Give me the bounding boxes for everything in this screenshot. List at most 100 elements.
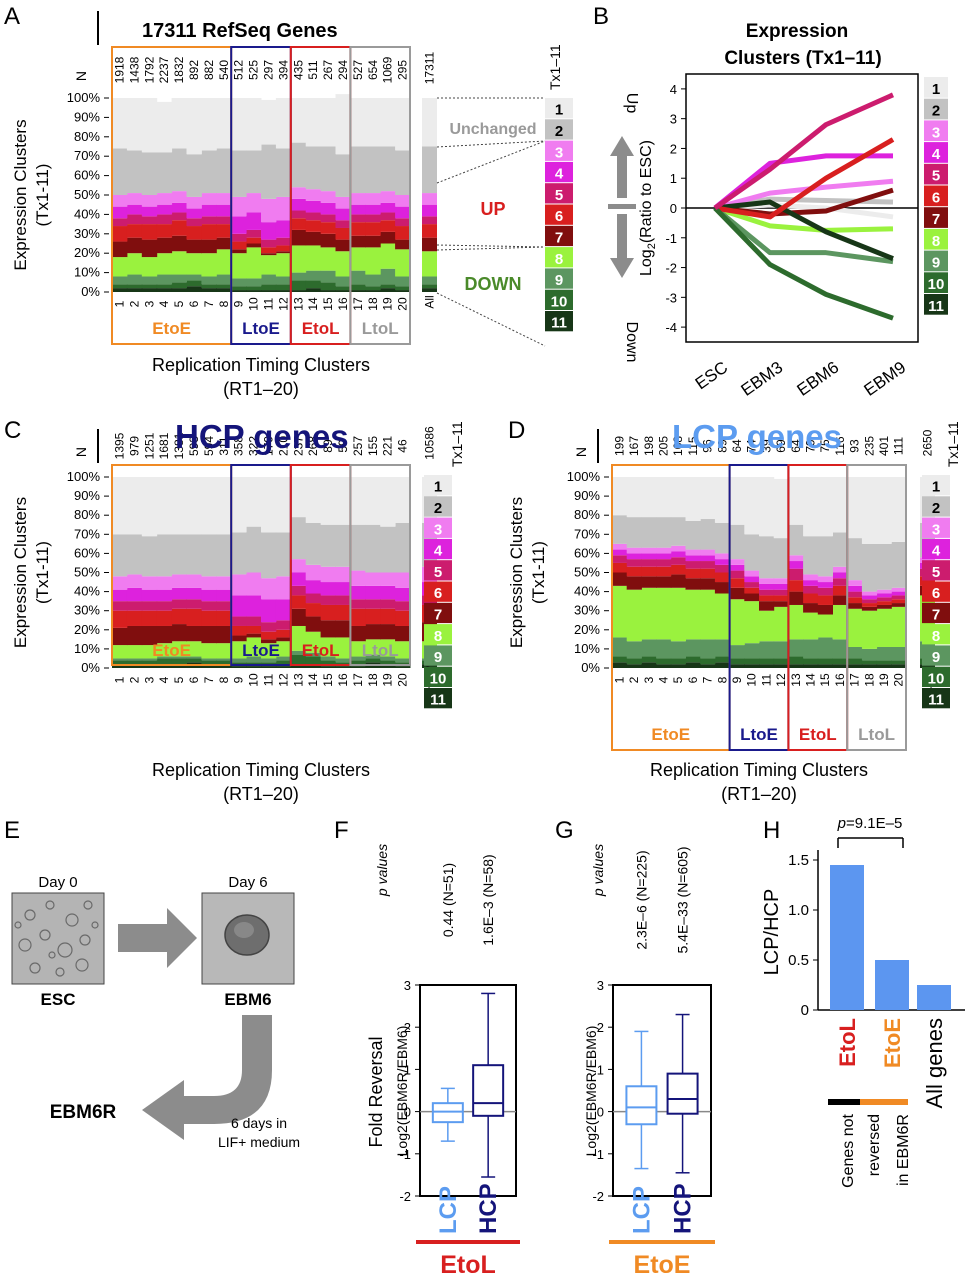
panel-c-rt-label: 3 (142, 676, 156, 683)
panel-c-segment-tx5 (350, 599, 366, 609)
panel-c-segment-tx6 (141, 610, 158, 626)
panel-a-segment-tx3 (201, 193, 217, 205)
panel-d-tx-legend-label: 10 (928, 670, 945, 687)
panel-a-segment-tx8 (112, 257, 128, 277)
panel-d-segment-tx8 (817, 614, 833, 638)
panel-c-segment-tx5 (305, 593, 322, 604)
panel-d-n-value: 89 (715, 439, 729, 453)
panel-d-tx-legend-label: 7 (932, 606, 940, 623)
panel-a-segment-tx10 (335, 286, 351, 291)
panel-c-segment-tx5 (156, 601, 173, 611)
panel-a-segment-tx2 (350, 146, 366, 194)
panel-c-segment-tx6 (126, 610, 143, 626)
panel-a-segment-tx11 (141, 288, 158, 292)
panel-d-segment-tx10 (759, 658, 775, 665)
panel-a-n-value: 511 (306, 60, 320, 79)
panel-a-segment-tx4 (395, 206, 411, 219)
panel-d-segment-tx10 (700, 658, 716, 665)
panel-a-segment-tx8 (380, 243, 396, 269)
panel-a-segment-tx7 (112, 241, 128, 258)
panel-d-n-value: 401 (877, 436, 891, 456)
panel-c-segment-tx10 (305, 656, 322, 665)
panel-e-letter: E (4, 817, 20, 844)
panel-d-segment-tx5 (861, 599, 878, 604)
panel-a-tx-legend-swatch (545, 119, 573, 140)
panel-d-segment-tx7 (861, 606, 878, 611)
panel-a-segment-tx8 (156, 253, 173, 275)
panel-a-rt-label: 16 (336, 297, 350, 311)
panel-a-segment-tx3 (395, 195, 411, 207)
panel-g-ylabel: Log2(EBM6R/EBM6) (583, 1026, 599, 1157)
panel-d-segment-tx6 (656, 566, 672, 577)
panel-d-segment-tx3 (700, 549, 716, 556)
panel-d-segment-tx5 (729, 570, 745, 579)
panel-a-ytick-label: 10% (74, 265, 100, 280)
panel-a-segment-tx11 (171, 288, 187, 292)
panel-c-segment-tx7 (335, 620, 351, 638)
panel-d-segment-tx6 (744, 587, 760, 594)
panel-a-segment-tx2 (246, 150, 262, 194)
panel-a-segment-tx10 (171, 282, 187, 289)
panel-a-segment-tx6 (156, 224, 173, 238)
panel-c-n-value: 1251 (142, 432, 156, 459)
panel-c-n-value: 257 (351, 436, 365, 456)
panel-c-segment-tx4 (246, 595, 262, 617)
panel-a-connector (436, 292, 546, 347)
panel-a-rt-label: 3 (142, 300, 156, 307)
panel-a-segment-tx4 (186, 208, 202, 219)
panel-c-segment-tx9 (112, 658, 128, 661)
panel-d-segment-tx10 (876, 660, 892, 665)
panel-a-segment-tx6 (335, 227, 351, 240)
panel-d-segment-tx4 (817, 582, 833, 588)
panel-c-tx-legend-label: 10 (430, 670, 447, 687)
panel-c-segment-tx6 (156, 610, 173, 626)
panel-c-segment-tx4 (290, 572, 307, 586)
panel-a-ytick-label: 90% (74, 109, 100, 124)
panel-c-n-value: 1681 (157, 432, 171, 459)
panel-c-segment-tx2 (380, 526, 396, 573)
panel-a-segment-tx11 (305, 288, 322, 292)
panel-c-segment-tx11 (275, 666, 292, 668)
panel-c-rt-label: 6 (187, 676, 201, 683)
panel-c-segment-tx7 (320, 620, 336, 638)
panel-c-segment-tx8 (395, 641, 411, 659)
panel-a-segment-tx5 (365, 214, 381, 223)
panel-a-segment-tx4 (156, 204, 173, 215)
panel-g-box (666, 1072, 699, 1115)
panel-a-segment-tx4 (335, 208, 351, 221)
panel-c-segment-tx2 (305, 522, 322, 565)
panel-e-esc-cell (57, 942, 73, 958)
panel-d-rt-label: 18 (862, 673, 876, 687)
panel-c-segment-tx2 (141, 536, 158, 577)
panel-a-n-value: 540 (217, 60, 231, 80)
panel-a-segment-tx9 (186, 274, 202, 281)
panel-d-segment-tx11 (626, 664, 642, 668)
panel-c-segment-tx10 (216, 660, 232, 665)
panel-a-rt-label: 9 (232, 300, 246, 307)
panel-d-segment-tx8 (729, 599, 745, 646)
panel-d-n-value: 75 (818, 439, 832, 453)
panel-d-segment-tx5 (700, 561, 716, 569)
panel-a-segment-tx4 (141, 206, 158, 217)
panel-g-xlabel: LCP (628, 1186, 655, 1234)
panel-a-segment-tx9 (290, 272, 307, 281)
panel-a-ytick-label: 70% (74, 148, 100, 163)
panel-d-segment-tx4 (626, 553, 642, 560)
panel-a-segment-tx7 (335, 239, 351, 252)
panel-f-ytick-label: 0 (404, 1105, 411, 1120)
panel-b-xlabel: ESC (692, 358, 732, 394)
panel-c-ytick-label: 70% (74, 526, 100, 541)
panel-d-segment-tx8 (788, 604, 804, 640)
panel-a-segment-tx6 (290, 218, 307, 230)
panel-d-segment-tx7 (788, 591, 804, 605)
panel-c-ytick-label: 90% (74, 488, 100, 503)
panel-c-xlabel: (RT1–20) (223, 784, 299, 804)
panel-e-day0: Day 0 (38, 874, 77, 891)
panel-e-curved-arrow (142, 1015, 272, 1140)
panel-d-tx-legend-label: 11 (928, 692, 944, 709)
panel-c-segment-tx10 (126, 660, 143, 665)
panel-c-segment-tx9 (201, 658, 217, 661)
panel-c-segment-tx10 (156, 658, 173, 665)
panel-h-letter: H (763, 817, 780, 844)
panel-d-segment-tx10 (656, 658, 672, 665)
